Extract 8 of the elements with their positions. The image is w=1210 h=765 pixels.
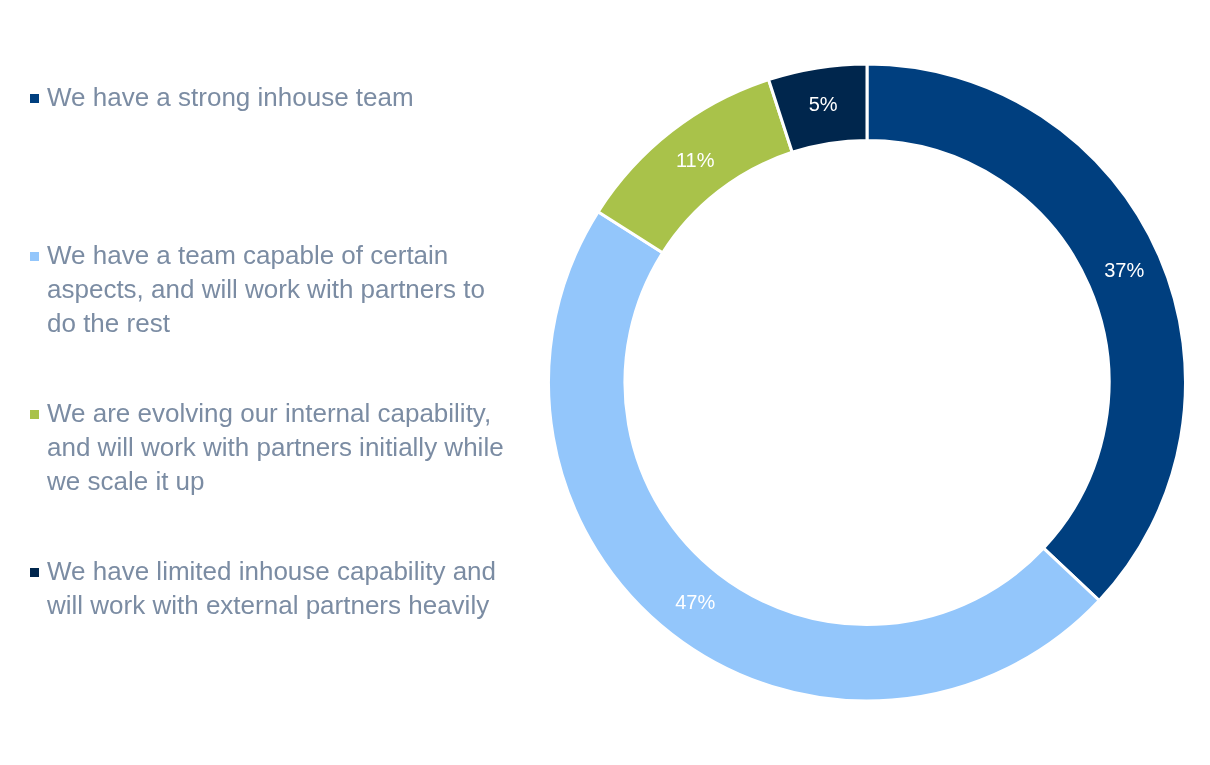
data-label: 37% — [1104, 258, 1145, 281]
data-label: 47% — [675, 591, 716, 614]
legend-label: We are evolving our internal capability, and will work with partners initially while we scale it up — [47, 397, 505, 498]
legend-label: We have limited inhouse capability and will work with external partners heavily — [47, 555, 497, 622]
legend-label: We have a team capable of certain aspects, and will work with partners to do the rest — [47, 239, 486, 340]
data-label: 5% — [808, 93, 838, 116]
legend-label: We have a strong inhouse team — [47, 81, 415, 114]
data-label: 11% — [675, 148, 715, 171]
